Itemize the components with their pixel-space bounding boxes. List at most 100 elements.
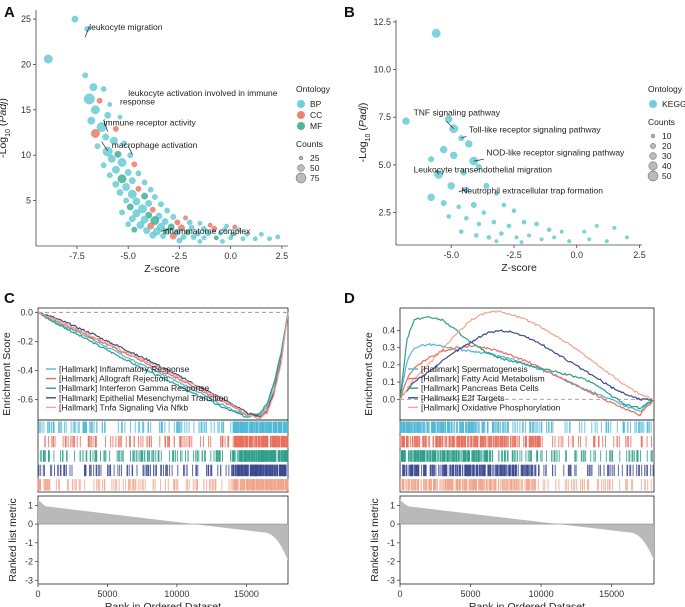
legend-ontology-title: Ontology	[648, 84, 683, 94]
y-axis-title-part: 10	[5, 129, 12, 137]
data-point	[491, 219, 497, 225]
metric-plot-frame	[37, 495, 289, 585]
data-point	[125, 221, 132, 228]
data-point	[567, 239, 572, 244]
legend-label: [Hallmark] Pancreas Beta Cells	[421, 383, 539, 393]
data-point	[267, 236, 272, 242]
data-point	[145, 199, 153, 207]
data-point	[481, 210, 487, 215]
annotation-label: TNF signaling pathway	[414, 107, 501, 117]
metric-tick-label: -2	[25, 557, 33, 567]
data-point	[135, 170, 142, 177]
data-point	[486, 235, 492, 240]
metric-tick-label: -3	[387, 575, 395, 585]
data-point	[135, 185, 142, 192]
annotation-leader	[461, 135, 467, 139]
es-curve-5	[37, 311, 289, 420]
data-point	[161, 218, 169, 225]
data-point	[211, 225, 218, 232]
metric-plot-frame	[399, 495, 655, 585]
data-point	[143, 227, 151, 234]
data-point	[458, 229, 464, 234]
legend-label: [Hallmark] Inflammatory Response	[59, 364, 190, 374]
annotation-leader	[435, 170, 439, 175]
data-point	[475, 163, 482, 170]
data-point	[450, 151, 458, 160]
metric-y-axis-title: Ranked list metric	[369, 498, 381, 581]
data-point	[106, 172, 113, 179]
legend-counts-label: 50	[662, 171, 672, 181]
gsea-panel-c: 0.0 -0.2 -0.4 -0.6 Enrichment Score [Hallmark…	[1, 307, 289, 607]
panel-label-d: D	[344, 290, 355, 307]
y-axis-title-part: )	[357, 103, 369, 107]
annotation-label: leukocyte activation involved in immune	[128, 88, 278, 98]
metric-tick-label: -1	[387, 538, 395, 548]
x-tick-label: 10000	[529, 589, 554, 599]
data-point	[604, 239, 609, 244]
data-point	[113, 126, 119, 132]
data-point	[128, 215, 136, 223]
data-point	[127, 189, 137, 199]
data-point	[107, 154, 116, 163]
data-point	[222, 227, 227, 233]
legend-counts-swatch	[295, 172, 307, 184]
es-curve-3	[37, 311, 289, 418]
data-point	[519, 240, 524, 245]
legend-counts-label: 40	[662, 161, 672, 171]
data-point	[197, 239, 203, 244]
legend-counts-label: 50	[310, 163, 320, 173]
data-point	[164, 207, 171, 214]
x-tick-label: 5000	[461, 589, 481, 599]
x-tick-label: 2.5	[633, 250, 646, 260]
annotation-leader	[103, 119, 109, 132]
data-point	[445, 115, 453, 123]
legend-ontology-swatch	[297, 100, 305, 108]
panel-label-b: B	[344, 4, 355, 21]
x-tick-label: -5.0	[443, 250, 459, 260]
legend-counts-title: Counts	[648, 117, 675, 127]
annotation-leader	[127, 145, 133, 155]
data-point	[121, 140, 127, 147]
y-tick-label: 12.5	[373, 17, 391, 27]
annotation-label: leukocyte migration	[89, 22, 163, 32]
metric-tick-label: -1	[25, 538, 33, 548]
x-tick-label: -7.5	[69, 251, 85, 261]
legend-label: [Hallmark] Tnfa Signaling Via Nfkb	[59, 402, 188, 412]
y-tick-label: 0.0	[20, 307, 33, 317]
y-axis-title-part: )	[0, 98, 9, 102]
data-point	[117, 174, 127, 184]
data-point	[184, 229, 191, 236]
data-point	[82, 72, 89, 79]
y-tick-label: 10.0	[373, 65, 391, 75]
data-point	[201, 225, 207, 232]
y-tick-label: -0.6	[17, 395, 33, 405]
data-point	[136, 221, 145, 230]
data-point	[89, 83, 98, 92]
data-point	[104, 111, 112, 119]
data-point	[594, 223, 599, 228]
data-point	[174, 219, 181, 226]
data-point	[428, 156, 435, 163]
data-point	[205, 230, 211, 237]
data-point	[587, 237, 592, 242]
y-tick-label: 10	[21, 150, 31, 160]
data-point	[158, 201, 164, 208]
annotation-label: response	[120, 96, 155, 106]
x-tick-label: 10000	[164, 589, 189, 599]
data-point	[559, 229, 564, 234]
legend-counts-label: 75	[310, 173, 320, 183]
metric-tick-label: 0	[390, 519, 395, 529]
legend-ontology-label: BP	[310, 99, 322, 109]
data-point	[160, 233, 166, 239]
data-point	[94, 143, 101, 150]
y-tick-label: -0.4	[17, 366, 33, 376]
legend-counts-swatch	[650, 143, 656, 149]
annotation-leader	[84, 26, 90, 38]
es-curve-3	[399, 315, 655, 410]
data-point	[431, 28, 441, 38]
annotation-label: Neutrophil extracellular trap formation	[461, 186, 603, 196]
y-tick-label: 20	[21, 59, 31, 69]
x-tick-label: -5.0	[120, 251, 136, 261]
ranked-metric-area	[400, 499, 654, 561]
